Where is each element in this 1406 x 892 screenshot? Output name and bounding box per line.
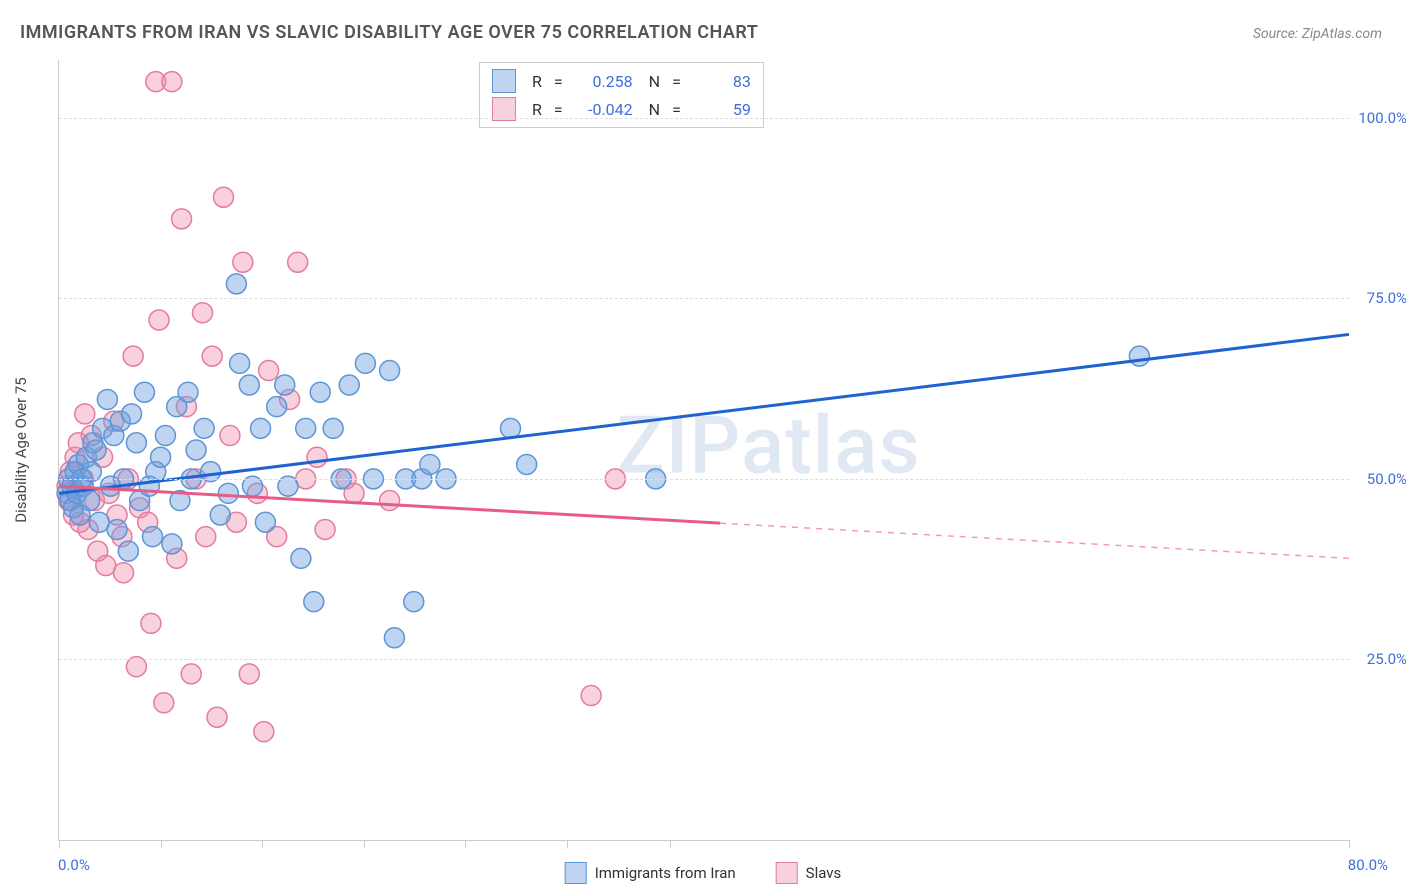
series-legend: Immigrants from Iran Slavs	[565, 862, 842, 884]
point-slavs	[154, 693, 174, 713]
x-tick	[364, 840, 365, 848]
grid-line	[59, 118, 1349, 119]
y-tick-label: 75.0%	[1367, 289, 1406, 307]
point-iran	[122, 404, 142, 424]
point-iran	[239, 375, 259, 395]
y-tick-label: 50.0%	[1367, 470, 1406, 488]
point-slavs	[380, 491, 400, 511]
x-axis-min-label: 0.0%	[58, 856, 90, 874]
point-iran	[97, 389, 117, 409]
x-tick	[161, 840, 162, 848]
point-iran	[178, 382, 198, 402]
series-legend-label: Immigrants from Iran	[595, 864, 736, 882]
point-slavs	[149, 310, 169, 330]
point-slavs	[172, 209, 192, 229]
point-iran	[420, 454, 440, 474]
series-legend-item-iran: Immigrants from Iran	[565, 862, 736, 884]
point-slavs	[202, 346, 222, 366]
point-iran	[194, 418, 214, 438]
point-iran	[226, 274, 246, 294]
x-axis-max-label: 80.0%	[1348, 856, 1388, 874]
grid-line	[59, 298, 1349, 299]
x-tick	[670, 840, 671, 848]
trendline-extrapolated-slavs	[720, 523, 1349, 558]
point-iran	[384, 628, 404, 648]
series-legend-label: Slavs	[806, 864, 842, 882]
point-slavs	[181, 664, 201, 684]
x-tick	[465, 840, 466, 848]
grid-line	[59, 479, 1349, 480]
point-slavs	[213, 187, 233, 207]
plot-svg	[59, 60, 1349, 840]
y-axis-title: Disability Age Over 75	[12, 377, 30, 522]
point-iran	[162, 534, 182, 554]
series-legend-item-slavs: Slavs	[776, 862, 842, 884]
point-iran	[275, 375, 295, 395]
point-slavs	[220, 426, 240, 446]
y-tick-label: 25.0%	[1367, 650, 1406, 668]
point-slavs	[75, 404, 95, 424]
chart-title: IMMIGRANTS FROM IRAN VS SLAVIC DISABILIT…	[20, 22, 758, 43]
point-slavs	[259, 361, 279, 381]
point-iran	[255, 512, 275, 532]
point-iran	[251, 418, 271, 438]
point-iran	[404, 592, 424, 612]
point-iran	[143, 527, 163, 547]
legend-swatch-slavs	[776, 862, 798, 884]
point-iran	[1129, 346, 1149, 366]
point-slavs	[307, 447, 327, 467]
chart-container: IMMIGRANTS FROM IRAN VS SLAVIC DISABILIT…	[0, 0, 1406, 892]
point-iran	[380, 361, 400, 381]
grid-line	[59, 659, 1349, 660]
point-slavs	[239, 664, 259, 684]
point-slavs	[207, 707, 227, 727]
point-iran	[517, 454, 537, 474]
point-iran	[107, 519, 127, 539]
point-slavs	[581, 686, 601, 706]
point-slavs	[254, 722, 274, 742]
point-slavs	[141, 613, 161, 633]
point-iran	[80, 491, 100, 511]
point-iran	[210, 505, 230, 525]
point-iran	[155, 426, 175, 446]
point-slavs	[123, 346, 143, 366]
point-iran	[151, 447, 171, 467]
trendline-iran	[59, 334, 1349, 493]
plot-area: Disability Age Over 75 ZIPatlas R=0.258N…	[58, 60, 1349, 841]
point-iran	[310, 382, 330, 402]
point-iran	[291, 548, 311, 568]
point-iran	[218, 483, 238, 503]
point-iran	[355, 353, 375, 373]
point-iran	[296, 418, 316, 438]
x-tick	[1349, 840, 1350, 848]
point-iran	[304, 592, 324, 612]
point-iran	[126, 433, 146, 453]
legend-swatch-iran	[565, 862, 587, 884]
point-slavs	[196, 527, 216, 547]
point-iran	[186, 440, 206, 460]
point-iran	[118, 541, 138, 561]
point-slavs	[288, 252, 308, 272]
point-iran	[267, 397, 287, 417]
point-iran	[501, 418, 521, 438]
x-tick	[262, 840, 263, 848]
y-tick-label: 100.0%	[1358, 109, 1406, 127]
point-slavs	[233, 252, 253, 272]
point-iran	[339, 375, 359, 395]
point-iran	[230, 353, 250, 373]
point-slavs	[315, 519, 335, 539]
point-iran	[86, 440, 106, 460]
chart-source: Source: ZipAtlas.com	[1253, 26, 1382, 42]
point-slavs	[162, 72, 182, 92]
x-tick	[59, 840, 60, 848]
point-slavs	[193, 303, 213, 323]
point-iran	[323, 418, 343, 438]
point-iran	[134, 382, 154, 402]
point-slavs	[114, 563, 134, 583]
x-tick	[567, 840, 568, 848]
